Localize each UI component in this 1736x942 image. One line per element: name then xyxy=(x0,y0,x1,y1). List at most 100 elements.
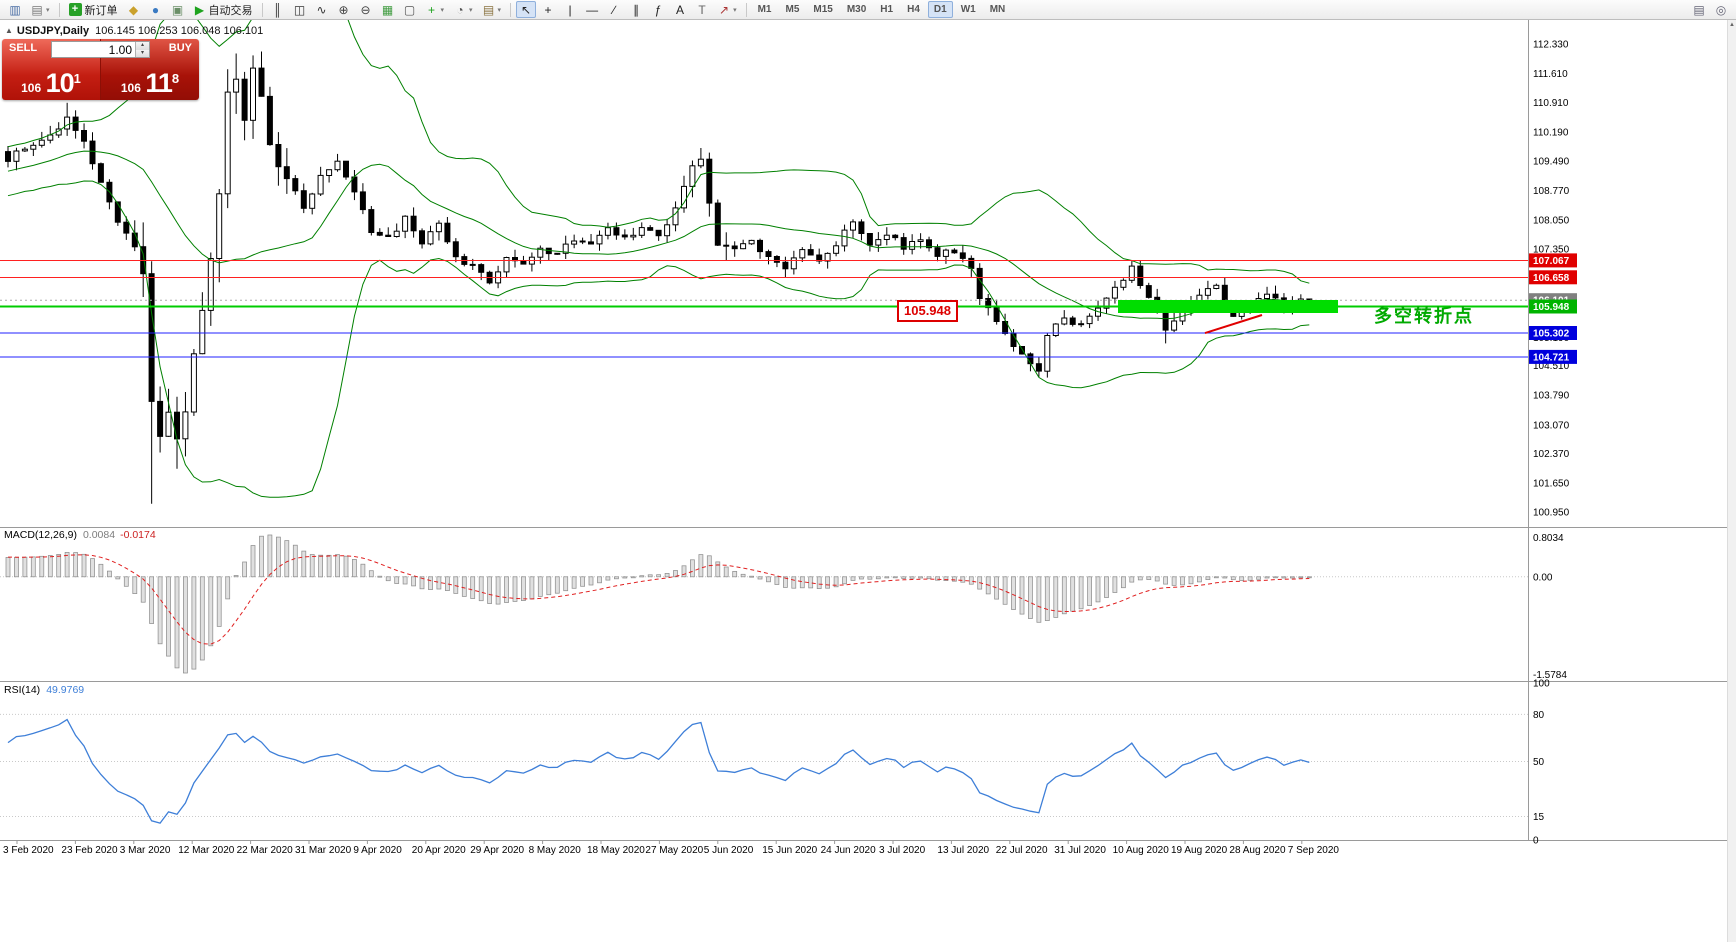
toolbar-tile-windows[interactable]: ▦ xyxy=(378,1,398,18)
svg-text:107.067: 107.067 xyxy=(1533,256,1570,267)
buy-button[interactable]: BUY 106 118 xyxy=(101,39,199,100)
level-lines xyxy=(0,259,1528,358)
timeframe-m15[interactable]: M15 xyxy=(813,4,833,15)
metaeditor-icon: ◆ xyxy=(128,2,139,17)
timeframe-m30[interactable]: M30 xyxy=(846,4,867,15)
price-level-label[interactable]: 105.948 xyxy=(897,300,958,323)
timeframe-h4[interactable]: H4 xyxy=(907,4,920,15)
toolbar-metaeditor[interactable]: ◆ xyxy=(124,1,144,18)
horizontal-line-icon: — xyxy=(586,2,599,17)
macd-label: MACD(12,26,9) 0.0084 -0.0174 xyxy=(4,529,156,541)
tile-windows-icon: ▦ xyxy=(381,2,394,17)
toolbar-arrows[interactable]: ↗ ▾ xyxy=(714,1,741,18)
toolbar-horizontal-line[interactable]: — xyxy=(582,1,602,18)
toolbar-autotrading[interactable]: ▶ 自动交易 xyxy=(190,1,257,18)
cursor-icon: ↖ xyxy=(521,2,532,17)
toolbar-text-label[interactable]: T xyxy=(692,1,712,18)
sell-price: 106 101 xyxy=(21,68,81,98)
svg-text:15 Jun 2020: 15 Jun 2020 xyxy=(762,845,817,856)
new-order-icon: + xyxy=(68,3,82,16)
text-icon: A xyxy=(676,2,685,17)
svg-text:105.302: 105.302 xyxy=(1533,329,1570,340)
toolbar-print[interactable]: ▤ xyxy=(1689,1,1709,18)
toolbar-search[interactable]: ◎ xyxy=(1711,1,1731,18)
toolbar-candlestick-mode[interactable]: ◫ xyxy=(290,1,310,18)
svg-text:108.050: 108.050 xyxy=(1533,216,1570,227)
svg-text:18 May 2020: 18 May 2020 xyxy=(587,845,645,856)
new-order-label: 新订单 xyxy=(84,4,118,17)
toolbar-community[interactable]: ● xyxy=(146,1,166,18)
zoom-in-icon: ⊕ xyxy=(338,2,349,17)
toolbar-indicators[interactable]: + ▾ xyxy=(422,1,449,18)
volume-up-icon[interactable]: ▴ xyxy=(136,42,149,50)
collapse-trade-panel-icon[interactable]: ▲ xyxy=(5,26,13,35)
scroll-up-icon[interactable]: ▲ xyxy=(1729,22,1735,28)
timeframe-m5[interactable]: M5 xyxy=(785,4,800,15)
toolbar-fibonacci[interactable]: ƒ xyxy=(648,1,668,18)
rsi-panel: 100 80 50 15 0 xyxy=(0,679,1550,847)
svg-text:103.070: 103.070 xyxy=(1533,420,1570,431)
timeframe-m1[interactable]: M1 xyxy=(757,4,772,15)
toolbar-new-chart[interactable]: ▥ xyxy=(5,1,25,18)
toolbar-text[interactable]: A xyxy=(670,1,690,18)
profiles-dropdown-icon: ▾ xyxy=(46,6,50,14)
toolbar-trendline[interactable]: ∕ xyxy=(604,1,624,18)
toolbar-crosshair[interactable]: + xyxy=(538,1,558,18)
toolbar-zoom-in[interactable]: ⊕ xyxy=(334,1,354,18)
rsi-name: RSI(14) xyxy=(4,684,41,696)
vertical-scrollbar[interactable]: ▲ xyxy=(1727,20,1736,942)
panel-frame xyxy=(0,20,1736,841)
volume-input[interactable] xyxy=(52,42,135,57)
toolbar: ▥ ▤ ▾ + 新订单 ◆ ● ▣ ▶ 自动交易 ║ ◫ ∿ ⊕ ⊖ ▦ ▢ + ▾ ◔ ▾ ▤ ▾ ↖ + | — ∕ ∥ ƒ A T ↗ ▾ M… xyxy=(0,0,1736,20)
svg-text:12 Mar 2020: 12 Mar 2020 xyxy=(178,845,235,856)
volume-spinner: ▴ ▾ xyxy=(135,42,149,57)
toolbar-chart-shift[interactable]: ▢ xyxy=(400,1,420,18)
turning-point-annotation[interactable]: 多空转折点 xyxy=(1374,306,1474,326)
svg-text:3 Mar 2020: 3 Mar 2020 xyxy=(120,845,171,856)
toolbar-new-order[interactable]: + 新订单 xyxy=(65,1,122,18)
toolbar-bar-chart-mode[interactable]: ║ xyxy=(268,1,288,18)
svg-text:104.721: 104.721 xyxy=(1533,352,1570,363)
svg-text:50: 50 xyxy=(1533,757,1545,768)
sell-label: SELL xyxy=(9,42,38,54)
arrows-dropdown-icon: ▾ xyxy=(733,6,737,14)
bollinger-bands xyxy=(7,20,1310,498)
price-badges: 106.101107.067106.658105.948105.302104.7… xyxy=(1529,253,1577,364)
profiles-icon: ▤ xyxy=(31,2,43,17)
svg-text:104.510: 104.510 xyxy=(1533,361,1570,372)
toolbar-line-chart-mode[interactable]: ∿ xyxy=(312,1,332,18)
svg-text:102.370: 102.370 xyxy=(1533,449,1570,460)
toolbar-options[interactable]: ▣ xyxy=(168,1,188,18)
macd-signal-value: -0.0174 xyxy=(120,529,156,541)
chart-canvas[interactable]: 112.330 111.610 110.910 110.190 109.490 108.7… xyxy=(0,20,1736,942)
macd-panel: 0.8034 0.00 -1.5784 xyxy=(0,533,1567,681)
timeframe-h1[interactable]: H1 xyxy=(880,4,894,15)
svg-text:100: 100 xyxy=(1533,679,1550,690)
svg-text:-1.5784: -1.5784 xyxy=(1533,670,1567,681)
toolbar-periods[interactable]: ◔ ▾ xyxy=(450,1,477,18)
svg-text:3 Feb 2020: 3 Feb 2020 xyxy=(3,845,54,856)
toolbar-templates[interactable]: ▤ ▾ xyxy=(479,1,506,18)
timeframe-mn[interactable]: MN xyxy=(989,4,1006,15)
svg-text:29 Apr 2020: 29 Apr 2020 xyxy=(470,845,524,856)
toolbar-vertical-line[interactable]: | xyxy=(560,1,580,18)
svg-text:31 Jul 2020: 31 Jul 2020 xyxy=(1054,845,1106,856)
toolbar-profiles[interactable]: ▤ ▾ xyxy=(27,1,54,18)
templates-dropdown-icon: ▾ xyxy=(497,6,502,14)
svg-text:106.658: 106.658 xyxy=(1533,273,1570,284)
zoom-out-icon: ⊖ xyxy=(360,2,371,17)
arrows-icon: ↗ xyxy=(719,2,730,17)
timeframe-d1[interactable]: D1 xyxy=(927,1,953,18)
timeframe-w1[interactable]: W1 xyxy=(960,4,976,15)
periods-icon: ◔ xyxy=(456,2,464,17)
toolbar-channel[interactable]: ∥ xyxy=(626,1,646,18)
toolbar-zoom-out[interactable]: ⊖ xyxy=(356,1,376,18)
periods-dropdown-icon: ▾ xyxy=(469,6,473,14)
toolbar-cursor[interactable]: ↖ xyxy=(516,1,537,18)
volume-down-icon[interactable]: ▾ xyxy=(136,49,149,57)
chart-title: ▲ USDJPY,Daily 106.145 106.253 106.048 106… xyxy=(5,25,263,37)
rsi-value: 49.9769 xyxy=(46,684,85,696)
svg-text:0.00: 0.00 xyxy=(1533,572,1553,583)
time-axis[interactable]: 3 Feb 2020 23 Feb 2020 3 Mar 2020 12 Mar 20… xyxy=(3,840,1339,856)
svg-text:110.910: 110.910 xyxy=(1533,98,1569,109)
